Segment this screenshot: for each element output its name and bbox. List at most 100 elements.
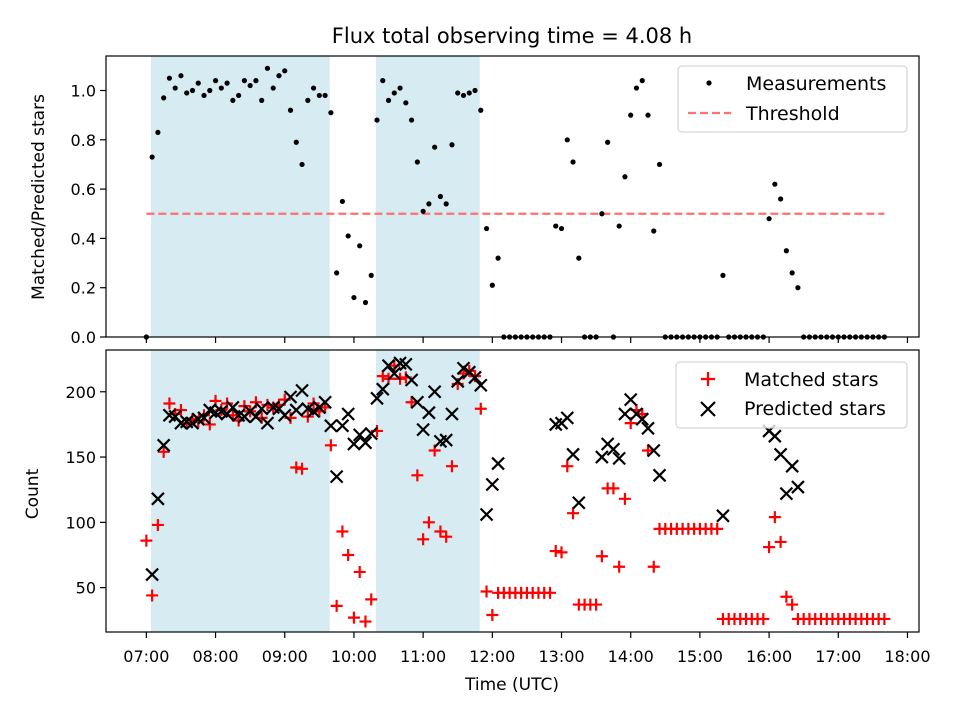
measurement-point — [328, 110, 334, 116]
measurement-point — [305, 97, 311, 103]
bottom-legend: Matched stars Predicted stars — [675, 361, 908, 429]
matched-star-point — [590, 598, 603, 611]
legend-predicted-label: Predicted stars — [744, 398, 886, 420]
predicted-star-point — [635, 412, 650, 426]
predicted-star-point — [151, 492, 165, 506]
predicted-star-point — [485, 477, 500, 492]
y-tick-label: 0.0 — [71, 328, 96, 347]
measurement-point — [207, 87, 213, 94]
matched-star-point — [146, 589, 159, 602]
measurement-point — [495, 255, 501, 261]
matched-star-point — [422, 516, 435, 529]
measurement-point — [172, 85, 178, 91]
measurement-point — [316, 92, 322, 99]
matched-star-point — [353, 565, 366, 578]
measurement-point — [362, 299, 369, 306]
measurement-point — [460, 92, 467, 99]
matched-star-point — [780, 590, 793, 603]
predicted-star-point — [646, 443, 661, 458]
measurement-point — [558, 225, 565, 232]
predicted-star-point — [779, 486, 794, 501]
measurement-point — [403, 100, 409, 106]
top-y-axis-label: Matched/Predicted stars — [29, 94, 49, 300]
measurement-point — [622, 174, 628, 180]
measurement-point — [483, 225, 490, 232]
matched-star-point — [543, 586, 556, 599]
matched-star-point — [878, 612, 891, 625]
x-tick-label: 08:00 — [192, 647, 238, 666]
predicted-star-point — [381, 358, 396, 373]
measurement-point — [322, 92, 328, 99]
measurement-point — [656, 161, 663, 168]
measurement-point — [466, 90, 472, 96]
predicted-star-point — [329, 469, 344, 484]
matched-star-point — [757, 612, 770, 625]
matched-star-point — [324, 439, 337, 452]
matched-star-point — [647, 560, 660, 573]
predicted-star-point — [260, 416, 275, 430]
measurement-point — [334, 270, 340, 276]
measurement-point — [391, 90, 397, 96]
predicted-star-point — [370, 391, 384, 406]
top-y-ticks: 0.0 0.2 0.4 0.6 0.8 1.0 — [71, 82, 106, 347]
measurement-point — [414, 159, 420, 165]
top-axes-frame — [105, 55, 920, 338]
measurement-point — [778, 196, 784, 202]
legend-predicted-marker — [700, 401, 716, 417]
matched-star-point — [711, 522, 724, 535]
matched-star-point — [595, 550, 608, 563]
matched-star-point — [549, 545, 562, 558]
predicted-star-point — [445, 407, 459, 421]
legend-measurements-label: Measurements — [746, 73, 886, 95]
matched-star-point — [434, 525, 447, 538]
predicted-star-point — [352, 428, 367, 442]
predicted-star-point — [399, 357, 413, 372]
matched-star-point — [330, 599, 343, 612]
shaded-interval-1 — [150, 56, 330, 337]
predicted-star-point — [156, 438, 171, 453]
measurement-point — [368, 272, 374, 278]
measurement-point — [443, 201, 449, 207]
top-shaded-intervals — [150, 56, 480, 337]
predicted-star-point — [479, 507, 494, 522]
measurement-point — [455, 90, 461, 96]
predicted-star-point — [387, 366, 402, 381]
x-tick-label: 12:00 — [469, 647, 515, 666]
x-axis-label: Time (UTC) — [464, 675, 559, 695]
measurement-point — [605, 139, 611, 145]
predicted-star-point — [277, 408, 292, 423]
matched-star-point — [163, 397, 176, 410]
matched-star-point — [365, 593, 378, 606]
y-tick-label: 1.0 — [71, 82, 96, 101]
measurement-point — [795, 285, 801, 291]
bottom-y-axis-label: Count — [23, 468, 43, 519]
top-x-ticks — [145, 337, 909, 343]
measurement-point — [218, 85, 224, 91]
measurement-point — [201, 92, 207, 99]
predicted-star-point — [618, 407, 632, 421]
measurement-point — [478, 107, 484, 113]
measurement-point — [357, 243, 363, 249]
x-tick-label: 18:00 — [884, 647, 930, 666]
matched-star-point — [140, 534, 153, 547]
top-panel: Flux total observing time = 4.08 h 0.00.… — [29, 24, 920, 347]
predicted-star-point — [254, 401, 269, 416]
measurement-point — [553, 223, 559, 229]
predicted-star-point — [439, 433, 453, 447]
measurement-point — [432, 144, 438, 150]
measurement-point — [161, 95, 167, 101]
bottom-y-ticks: 50 100 150 200 — [65, 383, 106, 598]
predicted-star-point — [364, 426, 379, 441]
predicted-star-point — [474, 378, 488, 393]
top-legend: Measurements Threshold — [677, 65, 908, 133]
matched-star-point — [480, 585, 493, 598]
predicted-star-point — [410, 395, 425, 409]
measurement-point — [241, 78, 247, 84]
matched-star-point — [221, 397, 234, 410]
matched-star-point — [474, 402, 487, 415]
matched-star-point — [786, 598, 799, 611]
measurement-point — [259, 97, 265, 103]
x-tick-label: 09:00 — [262, 647, 308, 666]
y-tick-label: 200 — [65, 383, 96, 402]
measurement-point — [720, 272, 726, 278]
